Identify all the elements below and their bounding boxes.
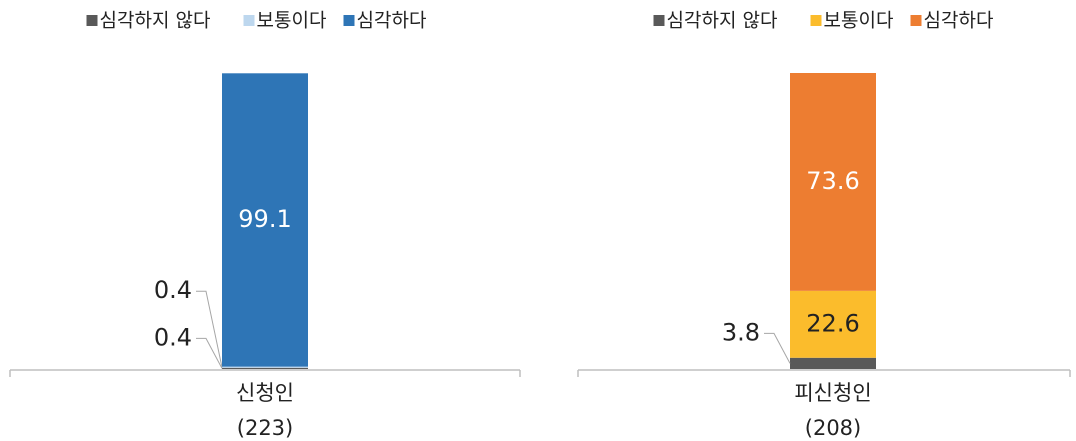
legend-swatch [343,15,355,26]
leader-line [196,290,223,368]
bar-segment [222,366,308,368]
bar-segment [790,73,876,291]
value-label: 73.6 [806,167,859,195]
legend-label: 심각하지 않다 [100,10,211,32]
bar-segment [790,357,876,369]
legend-swatch [910,15,922,26]
x-tick-label: (208) [805,416,861,440]
bar-segment [222,73,308,367]
legend-label: 보통이다 [824,10,894,32]
value-label: 0.4 [154,276,192,304]
bar-segment [790,290,876,358]
legend-label: 심각하지 않다 [667,10,778,32]
legend-swatch [653,15,665,26]
legend-swatch [86,15,98,26]
value-label: 3.8 [722,318,760,346]
legend-label: 심각하다 [357,10,427,32]
leader-line [196,337,223,369]
value-label: 0.4 [154,323,192,351]
legend-label: 심각하다 [924,10,994,32]
x-tick-label: 피신청인 [794,381,871,405]
x-tick-label: (223) [237,416,293,440]
value-label: 99.1 [238,205,291,233]
legend-swatch [810,15,822,26]
legend: 심각하지 않다 보통이다 심각하다 [653,10,994,32]
bar-segment [222,367,308,369]
value-label: 22.6 [806,309,859,337]
leader-line [764,332,791,364]
legend: 심각하지 않다 보통이다 심각하다 [86,10,427,32]
legend-swatch [243,15,255,26]
legend-label: 보통이다 [257,10,327,32]
x-tick-label: 신청인 [236,381,294,405]
